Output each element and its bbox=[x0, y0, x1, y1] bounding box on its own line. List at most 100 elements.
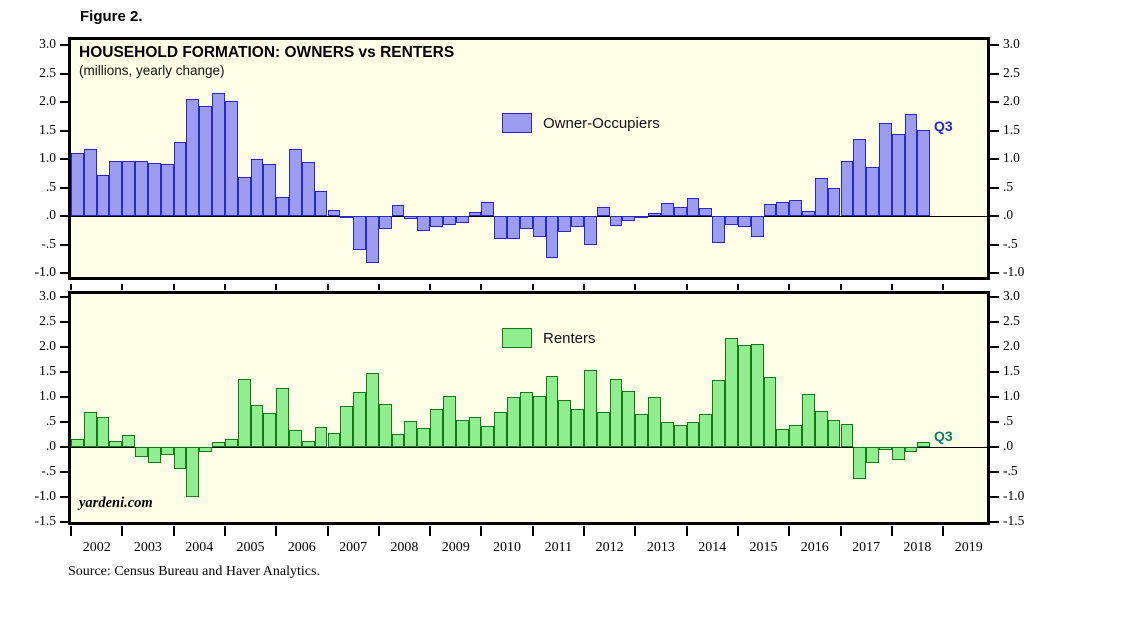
y-axis-tick-right bbox=[990, 346, 999, 348]
bar-renters-2010Q3 bbox=[507, 397, 520, 447]
legend-renters-label: Renters bbox=[543, 329, 596, 347]
bar-renters-2008Q1 bbox=[378, 404, 392, 447]
bar-renters-2016Q2 bbox=[802, 394, 815, 447]
y-axis-label-right: 2.0 bbox=[1003, 338, 1020, 353]
y-axis-tick-right bbox=[990, 186, 999, 189]
chart-subtitle: (millions, yearly change) bbox=[79, 63, 225, 78]
bar-owner-occupiers-2012Q1 bbox=[584, 216, 597, 245]
y-axis-label-right: -.5 bbox=[1003, 463, 1018, 478]
bar-renters-2010Q2 bbox=[494, 412, 508, 447]
y-axis-label-right: 1.5 bbox=[1003, 121, 1020, 137]
bar-renters-2002Q2 bbox=[83, 412, 97, 447]
x-axis-year-label: 2019 bbox=[954, 540, 983, 555]
bar-renters-2004Q1 bbox=[173, 447, 187, 469]
bar-owner-occupiers-2016Q2 bbox=[802, 211, 815, 216]
bar-renters-2002Q4 bbox=[109, 441, 123, 447]
y-axis-label-right: 3.0 bbox=[1003, 288, 1020, 303]
bar-owner-occupiers-2012Q2 bbox=[596, 207, 610, 216]
bar-owner-occupiers-2013Q4 bbox=[673, 207, 687, 216]
bar-renters-2013Q3 bbox=[660, 422, 674, 447]
y-axis-tick-left bbox=[60, 396, 68, 398]
x-axis-tick-mid bbox=[788, 284, 791, 290]
bar-renters-2014Q3 bbox=[712, 380, 726, 447]
x-axis-year-label: 2006 bbox=[287, 540, 316, 555]
bar-owner-occupiers-2017Q2 bbox=[853, 139, 867, 216]
bar-renters-2003Q2 bbox=[135, 447, 148, 457]
bar-renters-2005Q3 bbox=[250, 405, 264, 447]
x-axis-year-label: 2015 bbox=[749, 540, 778, 555]
y-axis-tick-left bbox=[60, 186, 68, 189]
x-axis-tick-bottom bbox=[172, 526, 175, 536]
bar-renters-2003Q4 bbox=[160, 447, 174, 455]
bar-owner-occupiers-2010Q2 bbox=[494, 216, 508, 239]
x-axis-tick-bottom bbox=[70, 526, 72, 536]
owner-occupiers-swatch bbox=[502, 113, 532, 133]
y-axis-label-right: .0 bbox=[1003, 438, 1014, 453]
bar-owner-occupiers-2002Q1 bbox=[71, 153, 84, 216]
y-axis-tick-left bbox=[60, 215, 68, 217]
x-axis-tick-bottom bbox=[429, 526, 432, 536]
y-axis-tick-left bbox=[60, 296, 68, 298]
bar-renters-2014Q2 bbox=[699, 414, 713, 447]
bar-renters-2013Q4 bbox=[673, 425, 687, 447]
bar-renters-2018Q2 bbox=[904, 447, 918, 452]
y-axis-label-left: .0 bbox=[45, 207, 56, 222]
x-axis-year-label: 2009 bbox=[441, 540, 470, 555]
x-axis-year-label: 2016 bbox=[800, 540, 829, 555]
x-axis-tick-bottom bbox=[121, 526, 124, 536]
x-axis-tick-bottom bbox=[736, 526, 739, 536]
x-axis-tick-bottom bbox=[326, 526, 329, 536]
y-axis-label-right: 2.5 bbox=[1003, 64, 1020, 80]
x-axis-tick-mid bbox=[326, 284, 329, 290]
bar-owner-occupiers-2002Q4 bbox=[109, 161, 123, 216]
x-axis-year-label: 2004 bbox=[185, 540, 214, 555]
bar-renters-2005Q4 bbox=[263, 413, 277, 447]
y-axis-label-left: 1.5 bbox=[39, 363, 56, 378]
bar-owner-occupiers-2014Q4 bbox=[725, 216, 738, 225]
y-axis-label-left: -1.5 bbox=[34, 513, 56, 528]
y-axis-label-right: .5 bbox=[1003, 178, 1014, 194]
bar-owner-occupiers-2017Q3 bbox=[866, 167, 879, 216]
bar-renters-2009Q1 bbox=[430, 409, 443, 447]
y-axis-label-left: -.5 bbox=[41, 235, 56, 251]
bar-renters-2011Q3 bbox=[558, 400, 572, 447]
bar-renters-2010Q1 bbox=[481, 426, 495, 447]
bar-renters-2009Q3 bbox=[455, 420, 469, 447]
x-axis-year-label: 2002 bbox=[82, 540, 111, 555]
x-axis-year-label: 2007 bbox=[339, 540, 368, 555]
y-axis-label-left: .5 bbox=[45, 413, 56, 428]
bar-owner-occupiers-2009Q4 bbox=[468, 212, 482, 216]
y-axis-label-left: .0 bbox=[45, 438, 56, 453]
y-axis-tick-left bbox=[60, 371, 68, 373]
bar-owner-occupiers-2002Q3 bbox=[96, 175, 110, 216]
bar-owner-occupiers-2010Q3 bbox=[507, 216, 520, 239]
y-axis-label-right: 1.0 bbox=[1003, 150, 1020, 165]
bar-owner-occupiers-2009Q2 bbox=[442, 216, 456, 225]
figure-label: Figure 2. bbox=[80, 8, 143, 25]
x-axis-tick-mid bbox=[429, 284, 432, 290]
y-axis-tick-left bbox=[60, 272, 68, 274]
y-axis-label-left: 2.5 bbox=[39, 64, 56, 80]
bar-owner-occupiers-2002Q2 bbox=[83, 149, 97, 216]
bar-owner-occupiers-2008Q2 bbox=[391, 205, 405, 216]
renters-swatch bbox=[502, 328, 532, 348]
y-axis-tick-left bbox=[60, 421, 68, 423]
bar-renters-2015Q2 bbox=[750, 344, 764, 447]
bar-renters-2009Q4 bbox=[468, 417, 482, 447]
y-axis-tick-right bbox=[990, 72, 999, 75]
bar-owner-occupiers-2005Q3 bbox=[250, 159, 264, 216]
x-axis-tick-mid bbox=[890, 284, 893, 290]
x-axis-tick-mid bbox=[685, 284, 688, 290]
x-axis-tick-bottom bbox=[685, 526, 688, 536]
bar-owner-occupiers-2006Q3 bbox=[301, 162, 315, 216]
bar-owner-occupiers-2003Q3 bbox=[147, 163, 161, 216]
bar-renters-2007Q1 bbox=[327, 433, 341, 447]
bar-renters-2006Q3 bbox=[301, 441, 315, 447]
y-axis-label-left: 3.0 bbox=[39, 288, 56, 303]
bar-renters-2007Q4 bbox=[365, 373, 379, 447]
y-axis-tick-left bbox=[60, 101, 68, 103]
bar-owner-occupiers-2011Q4 bbox=[571, 216, 584, 227]
bar-renters-2003Q1 bbox=[122, 435, 136, 447]
y-axis-tick-right bbox=[990, 296, 999, 298]
x-axis-tick-mid bbox=[172, 284, 175, 290]
